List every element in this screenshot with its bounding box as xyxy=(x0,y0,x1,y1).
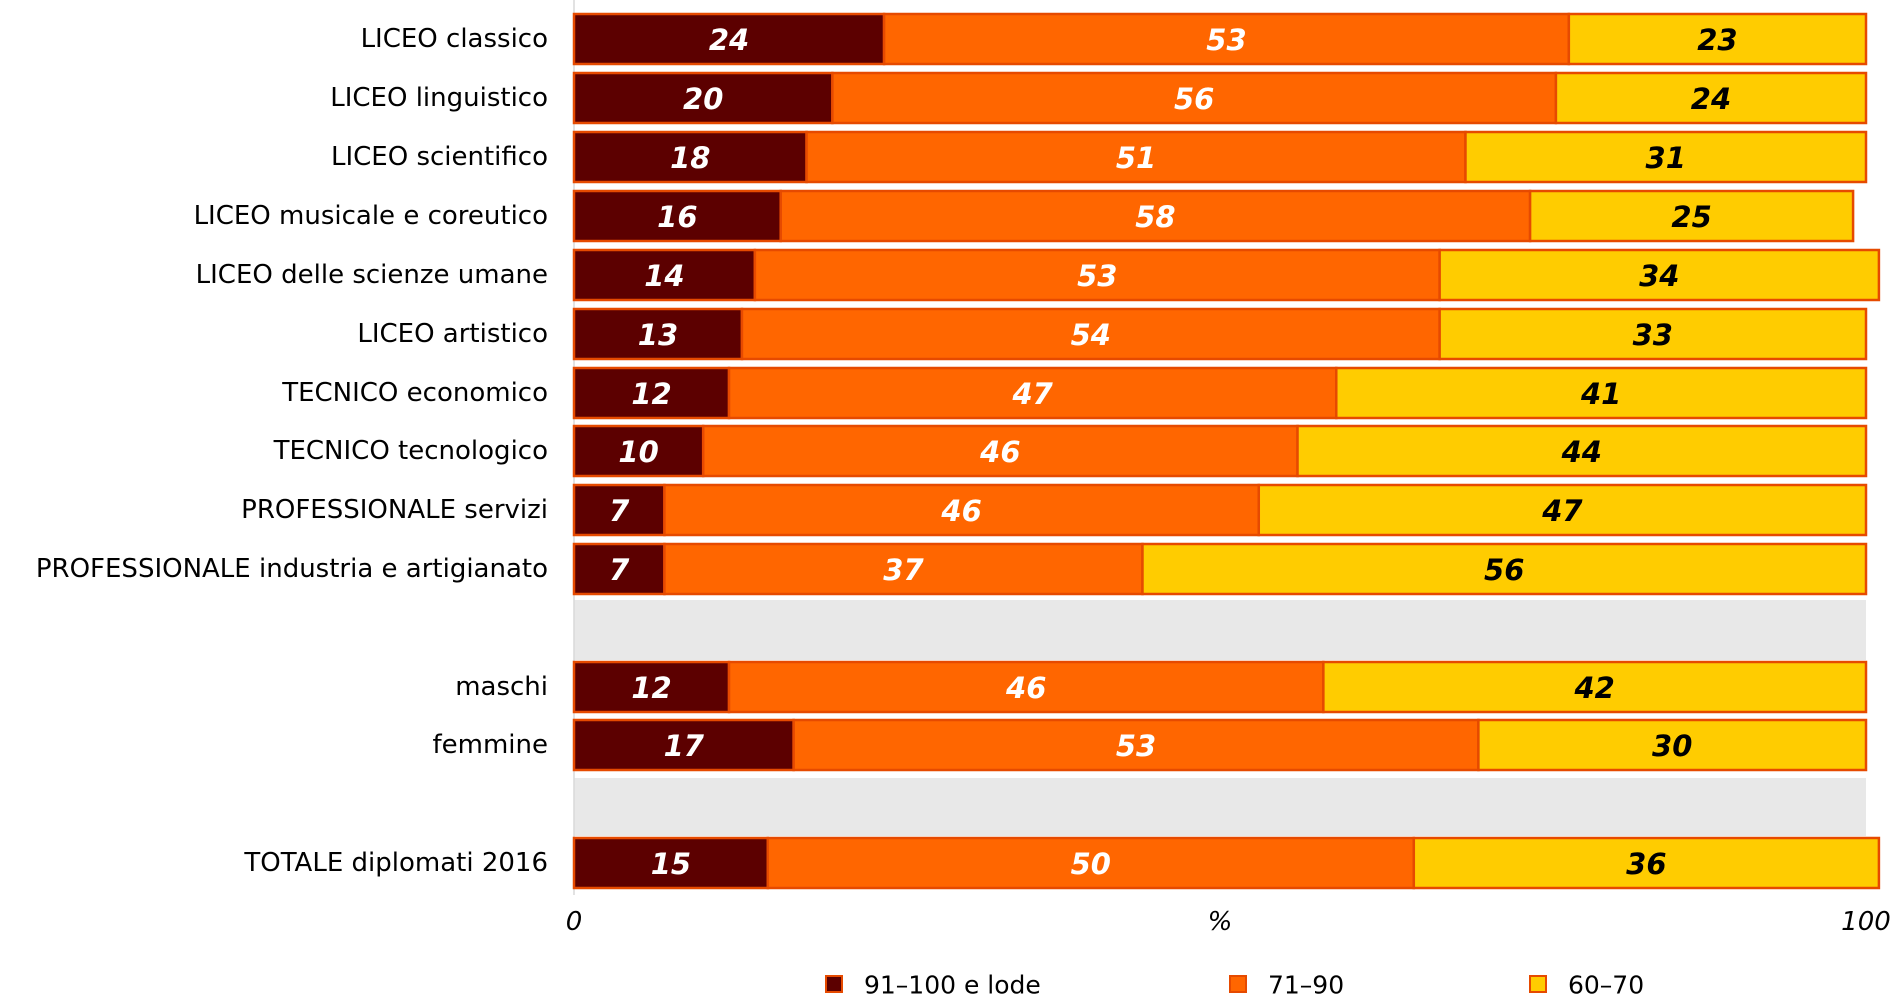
bar-segment-2 xyxy=(882,12,1571,66)
data-label: 24 xyxy=(1691,82,1731,116)
data-label: 13 xyxy=(638,318,678,352)
data-label: 37 xyxy=(883,553,924,587)
data-label: 46 xyxy=(940,494,981,528)
data-label: 34 xyxy=(1639,259,1679,293)
data-label: 42 xyxy=(1574,671,1615,705)
category-label: femmine xyxy=(432,730,548,760)
x-axis-label: % xyxy=(1208,907,1233,937)
legend-swatch-2 xyxy=(1229,975,1247,993)
category-label: PROFESSIONALE industria e artigianato xyxy=(36,554,548,584)
x-tick-label: 100 xyxy=(1841,907,1891,937)
bar-segment-3 xyxy=(1296,424,1868,478)
data-label: 56 xyxy=(1484,553,1524,587)
legend-label-2: 71–90 xyxy=(1268,971,1344,1000)
data-label: 14 xyxy=(644,259,684,293)
category-label: TOTALE diplomati 2016 xyxy=(243,848,548,878)
bar-segment-2 xyxy=(740,307,1441,361)
legend-label-3: 60–70 xyxy=(1568,971,1644,1000)
category-label: LICEO musicale e coreutico xyxy=(194,201,548,231)
legend-swatch-3 xyxy=(1529,975,1547,993)
separator-band-2 xyxy=(574,778,1866,836)
bar-segment-3 xyxy=(1438,307,1868,361)
data-label: 53 xyxy=(1206,23,1246,57)
bar-segment-2 xyxy=(792,718,1480,772)
category-label: LICEO artistico xyxy=(357,319,548,349)
bar-segment-3 xyxy=(1464,130,1868,184)
data-label: 53 xyxy=(1077,259,1117,293)
category-label: LICEO classico xyxy=(361,24,548,54)
data-label: 54 xyxy=(1071,318,1111,352)
bar-segment-2 xyxy=(753,248,1441,302)
data-label: 12 xyxy=(631,671,671,705)
bar-segment-1 xyxy=(572,189,782,243)
bar-segment-2 xyxy=(663,542,1144,596)
data-label: 23 xyxy=(1697,23,1737,57)
data-label: 18 xyxy=(670,141,710,175)
bar-segment-3 xyxy=(1257,483,1868,537)
data-label: 58 xyxy=(1135,200,1175,234)
bar-segment-3 xyxy=(1554,71,1868,125)
category-label: LICEO scientifico xyxy=(331,142,548,172)
data-label: 17 xyxy=(664,729,705,763)
data-label: 47 xyxy=(1011,377,1053,411)
data-label: 7 xyxy=(609,494,630,528)
bar-segment-3 xyxy=(1438,248,1881,302)
category-label: TECNICO tecnologico xyxy=(273,436,548,466)
bar-segment-3 xyxy=(1322,660,1868,714)
bar-segment-3 xyxy=(1141,542,1868,596)
bar-segment-1 xyxy=(572,366,731,420)
bar-segment-1 xyxy=(572,718,795,772)
category-label: TECNICO economico xyxy=(281,378,548,408)
bar-segment-2 xyxy=(663,483,1261,537)
data-label: 33 xyxy=(1633,318,1673,352)
data-label: 16 xyxy=(657,200,697,234)
data-label: 12 xyxy=(631,377,671,411)
category-label: LICEO linguistico xyxy=(330,83,548,113)
data-label: 56 xyxy=(1174,82,1214,116)
data-label: 31 xyxy=(1646,141,1686,175)
bar-segment-2 xyxy=(727,366,1338,420)
separator-band-1 xyxy=(574,600,1866,660)
x-tick-label: 0 xyxy=(566,907,583,937)
legend-swatch-1 xyxy=(825,975,843,993)
bar-segment-3 xyxy=(1335,366,1868,420)
data-label: 20 xyxy=(683,82,723,116)
data-label: 53 xyxy=(1116,729,1156,763)
category-label: LICEO delle scienze umane xyxy=(196,260,548,290)
bar-segment-2 xyxy=(701,424,1299,478)
bar-segment-3 xyxy=(1528,189,1855,243)
bar-segment-1 xyxy=(572,542,666,596)
bar-segment-2 xyxy=(766,836,1416,890)
data-label: 50 xyxy=(1071,847,1111,881)
bar-segment-2 xyxy=(779,189,1532,243)
bar-segment-3 xyxy=(1477,718,1868,772)
legend-label-1: 91–100 e lode xyxy=(864,971,1041,1000)
data-label: 25 xyxy=(1671,200,1711,234)
data-label: 41 xyxy=(1580,377,1621,411)
data-label: 44 xyxy=(1561,435,1602,469)
data-label: 36 xyxy=(1626,847,1666,881)
bar-segment-1 xyxy=(572,307,744,361)
data-label: 46 xyxy=(979,435,1020,469)
data-label: 24 xyxy=(709,23,749,57)
bar-segment-2 xyxy=(727,660,1325,714)
data-label: 10 xyxy=(618,435,658,469)
bar-segment-3 xyxy=(1567,12,1868,66)
data-label: 47 xyxy=(1541,494,1583,528)
bar-segment-1 xyxy=(572,836,770,890)
category-label: maschi xyxy=(455,672,548,702)
data-label: 7 xyxy=(609,553,630,587)
data-label: 15 xyxy=(651,847,691,881)
category-label: PROFESSIONALE servizi xyxy=(241,495,548,525)
data-label: 51 xyxy=(1116,141,1156,175)
bar-segment-1 xyxy=(572,248,757,302)
bar-segment-3 xyxy=(1412,836,1881,890)
data-label: 46 xyxy=(1005,671,1046,705)
data-label: 30 xyxy=(1652,729,1692,763)
